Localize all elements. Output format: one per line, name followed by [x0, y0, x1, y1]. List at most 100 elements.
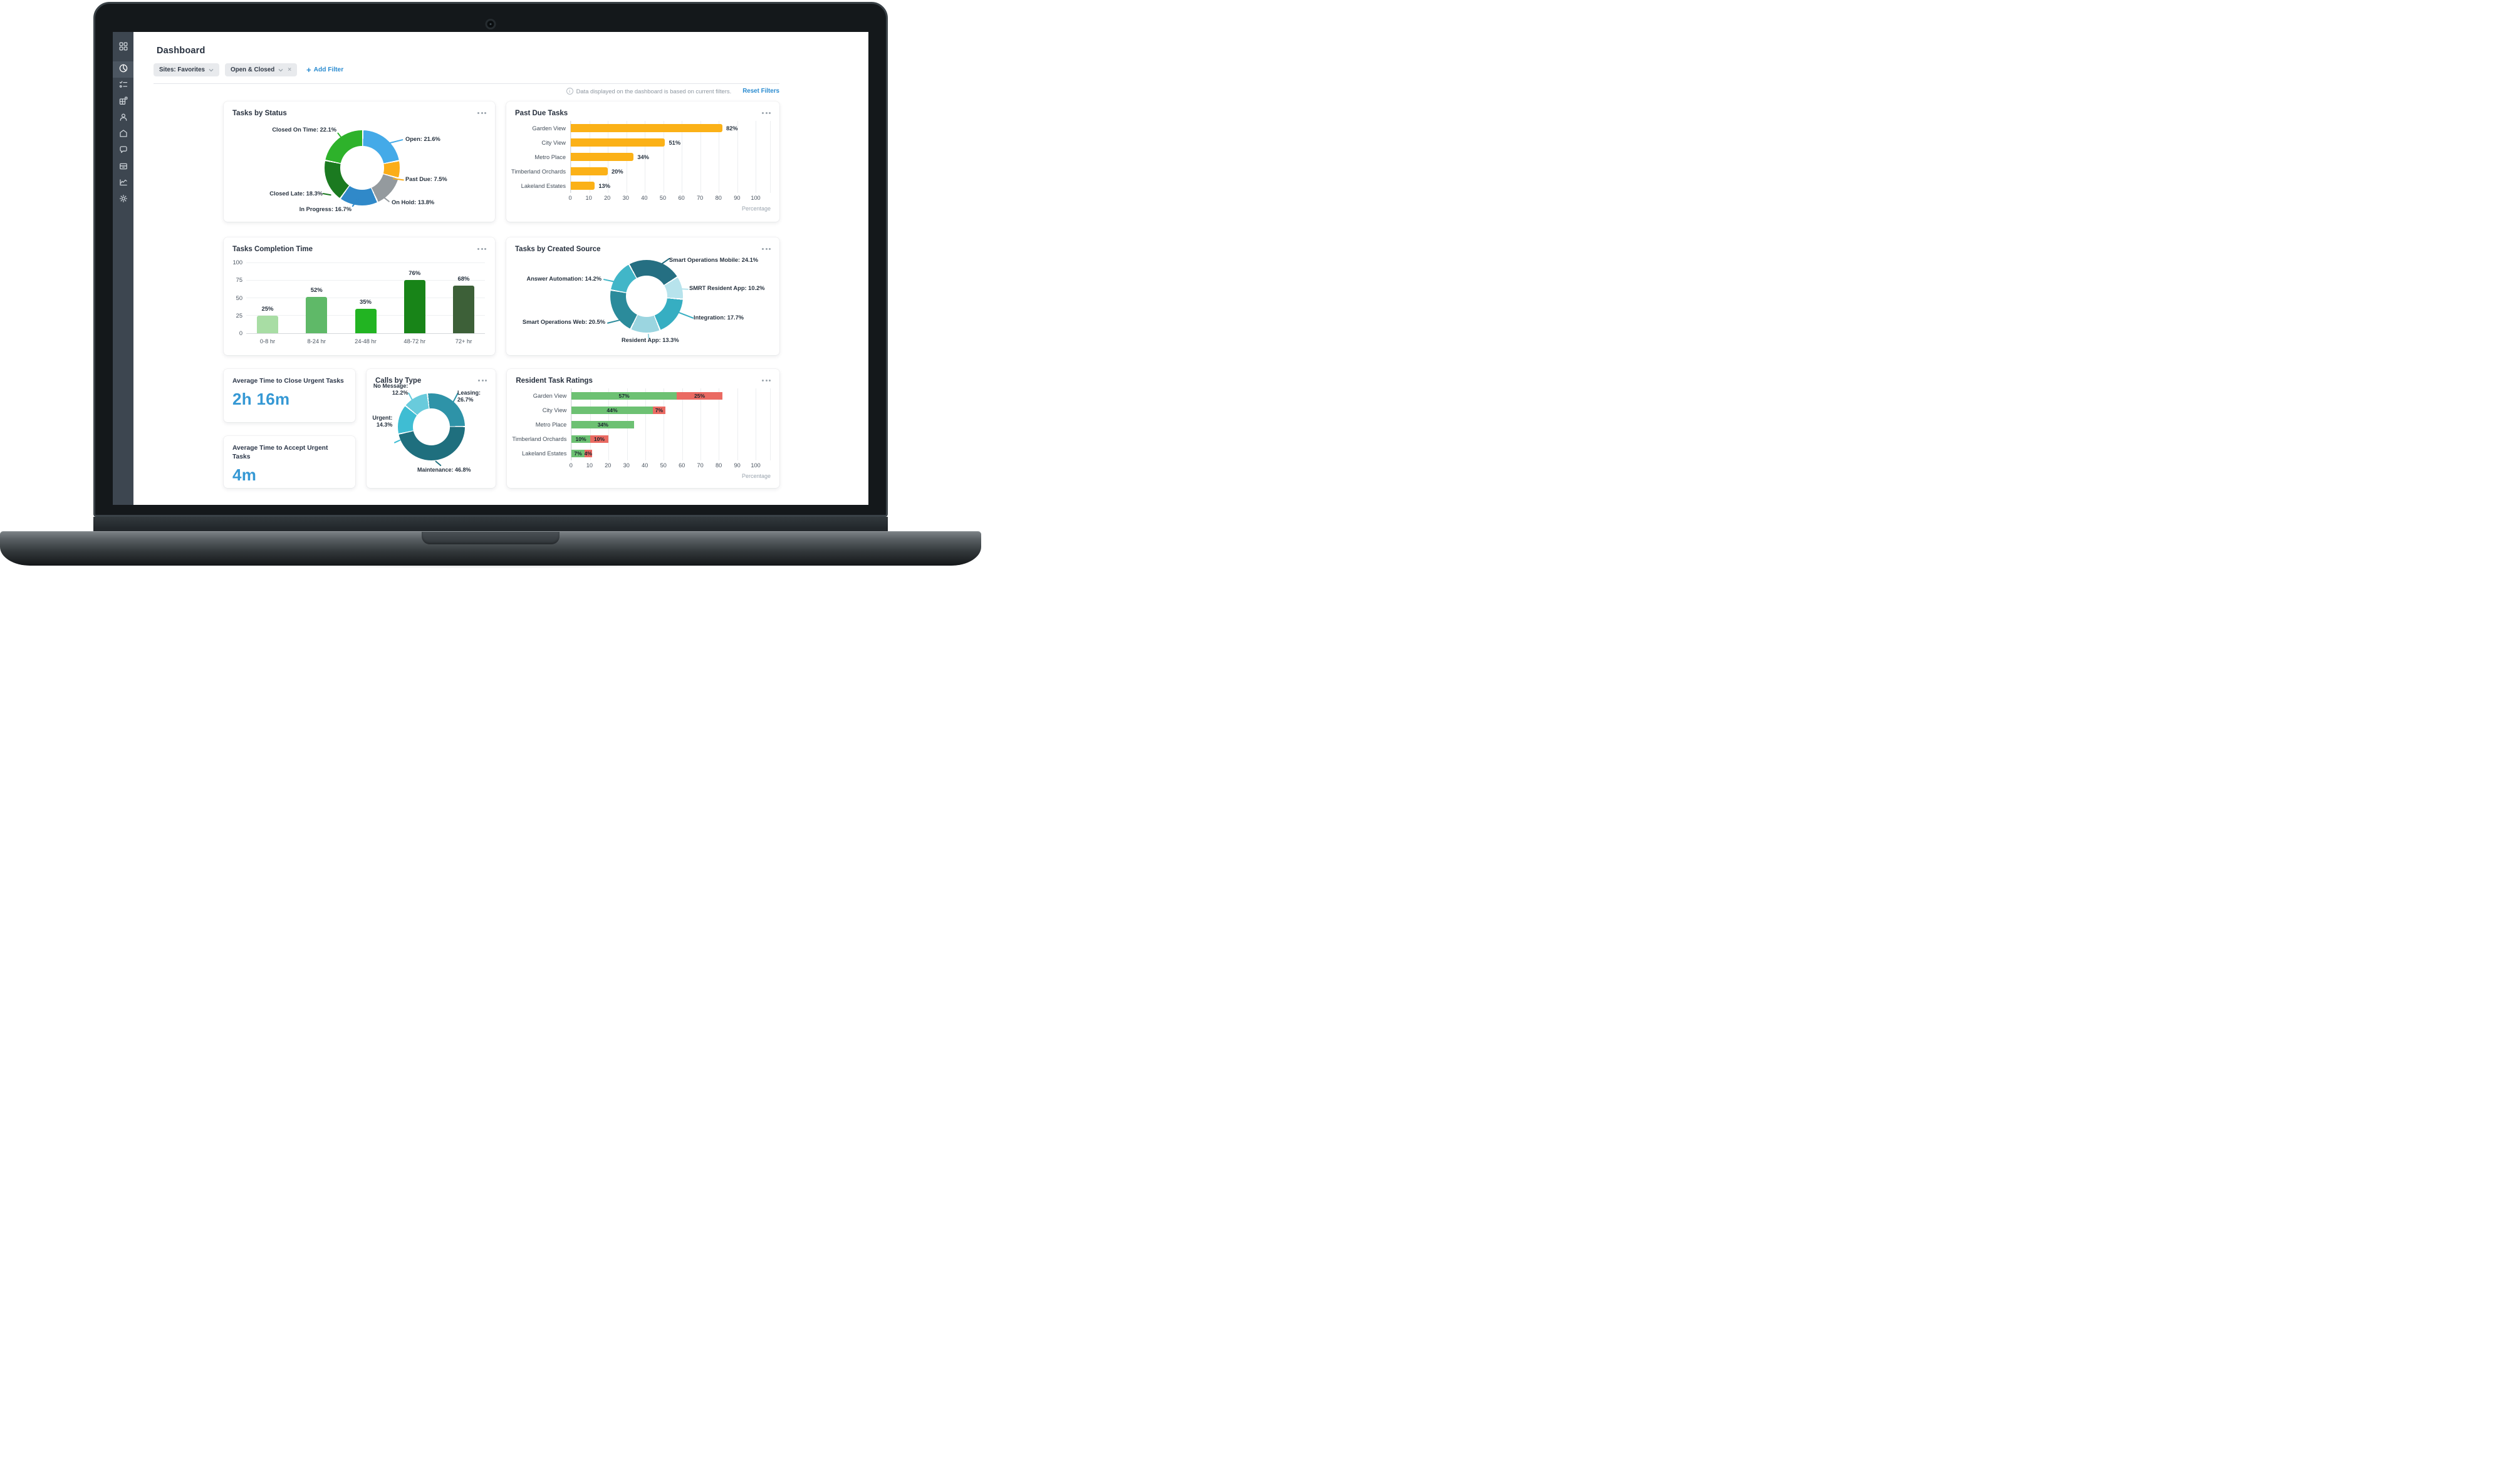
add-filter-button[interactable]: + Add Filter	[306, 66, 343, 74]
filter-chip-label: Open & Closed	[230, 66, 275, 73]
tick-label: 60	[679, 462, 685, 469]
bar-row: 34%	[571, 150, 771, 164]
sidebar-item-properties[interactable]	[113, 127, 133, 143]
close-icon[interactable]: ×	[288, 66, 292, 73]
slice-label: Resident App: 13.3%	[622, 337, 679, 343]
reset-filters-button[interactable]: Reset Filters	[742, 88, 779, 95]
sidebar-item-units[interactable]	[113, 94, 133, 110]
filter-chip-status[interactable]: Open & Closed ×	[224, 63, 298, 76]
bar-value: 82%	[726, 125, 738, 132]
segment-value: 57%	[618, 392, 630, 399]
bar-group: 76%	[402, 263, 427, 333]
card-menu-button[interactable]	[477, 110, 486, 117]
filter-chip-sites[interactable]: Sites: Favorites	[154, 63, 219, 76]
slice-label: In Progress: 16.7%	[299, 206, 351, 212]
card-title: Resident Task Ratings	[516, 377, 593, 385]
bar-row: 20%	[571, 164, 771, 179]
slice-label: Integration: 17.7%	[694, 314, 744, 321]
bar-value: 13%	[598, 182, 610, 189]
row-label: Timberland Orchards	[512, 435, 567, 442]
bar	[453, 285, 474, 333]
stat-title: Average Time to Accept Urgent Tasks	[232, 445, 328, 460]
slice-label: Closed On Time: 22.1%	[272, 127, 336, 133]
stat-value: 4m	[232, 465, 257, 484]
x-axis-ticks: 0 10 20 30 40 50 60 70 80 90 100	[570, 462, 771, 470]
card-past-due-tasks: Past Due Tasks Garden View City View Metro…	[506, 101, 779, 222]
card-resident-task-ratings: Resident Task Ratings Garden View City Vi…	[507, 369, 779, 488]
row-label: Metro Place	[535, 421, 567, 428]
donut-chart	[398, 393, 465, 460]
sidebar-item-apps[interactable]	[113, 39, 133, 56]
row-label: City View	[542, 407, 567, 413]
card-avg-time-close-urgent: Average Time to Close Urgent Tasks 2h 16…	[224, 369, 355, 422]
card-tasks-by-status: Tasks by Status Op	[224, 101, 495, 222]
card-menu-button[interactable]	[762, 377, 771, 384]
axis-label: Percentage	[741, 473, 771, 479]
line-chart-icon	[119, 178, 128, 190]
page: Dashboard Sites: Favorites Open & Closed…	[0, 0, 981, 571]
donut-hole	[625, 275, 668, 318]
sidebar-item-tasks[interactable]	[113, 78, 133, 94]
sidebar-item-messages[interactable]	[113, 143, 133, 159]
card-menu-button[interactable]	[762, 246, 771, 252]
leader-line	[393, 439, 401, 443]
chevron-down-icon[interactable]	[209, 68, 214, 72]
bar-group: 68%	[451, 263, 476, 333]
card-menu-button[interactable]	[762, 110, 771, 117]
sidebar-item-residents[interactable]	[113, 110, 133, 127]
bar-value: 20%	[612, 168, 623, 175]
filter-chip-label: Sites: Favorites	[159, 66, 205, 73]
laptop-hinge	[93, 517, 888, 531]
card-menu-button[interactable]	[477, 246, 486, 252]
category-label: 8-24 hr	[307, 338, 326, 345]
sidebar-item-analytics[interactable]	[113, 61, 133, 78]
slice-label: Closed Late: 18.3%	[269, 190, 323, 197]
bar-row: 34%	[571, 417, 771, 432]
tick-label: 40	[642, 462, 648, 469]
page-title: Dashboard	[157, 46, 206, 56]
grid-line	[700, 388, 702, 460]
axis-label: Percentage	[741, 205, 771, 212]
slice-label: Past Due: 7.5%	[405, 176, 447, 182]
plot-column: 25% 52% 35% 76% 68% 0-8 hr 8-24 hr 24-48 hr 48-7…	[246, 253, 485, 345]
sidebar-item-archive[interactable]	[113, 159, 133, 175]
tick-label: 75	[236, 277, 242, 284]
plot-area: 57% 25% 44% 7% 34% 10% 10% 7% 4%	[571, 388, 771, 460]
category-labels: Garden View City View Metro Place Timberlan…	[511, 121, 570, 212]
grid-line	[737, 121, 738, 193]
chevron-down-icon[interactable]	[278, 68, 283, 72]
card-menu-button[interactable]	[478, 377, 487, 384]
grid-line	[246, 280, 485, 281]
grid-line	[770, 388, 771, 460]
bar	[306, 296, 328, 333]
sidebar-item-reports[interactable]	[113, 175, 133, 192]
grid-line	[770, 121, 771, 193]
bar-segment-negative: 7%	[652, 406, 666, 414]
bar-segment-positive: 44%	[571, 406, 653, 414]
notice-message-wrap: i Data displayed on the dashboard is bas…	[566, 88, 731, 95]
tick-label: 90	[734, 462, 741, 469]
bar	[571, 153, 634, 161]
slice-label: Urgent: 14.3%	[372, 415, 393, 428]
segment-value: 4%	[584, 450, 593, 457]
slice-label: Maintenance: 46.8%	[417, 467, 471, 473]
slice-label: Answer Automation: 14.2%	[526, 276, 601, 282]
card-tasks-completion-time: Tasks Completion Time 0 25 50 75 100 25% 52% 35…	[224, 237, 495, 355]
webcam-icon	[485, 19, 496, 29]
slice-label: On Hold: 13.8%	[392, 199, 435, 205]
bar	[571, 182, 595, 190]
bar-segment-negative: 4%	[584, 449, 593, 457]
bar	[355, 308, 377, 333]
grid-line	[737, 388, 738, 460]
tick-label: 70	[697, 195, 704, 201]
stacked-bar: 57% 25%	[571, 391, 771, 400]
laptop-notch	[422, 532, 560, 544]
x-axis-labels: 0-8 hr 8-24 hr 24-48 hr 48-72 hr 72+ hr	[246, 338, 485, 345]
stacked-bar: 44% 7%	[571, 406, 771, 414]
sidebar-item-settings[interactable]	[113, 192, 133, 208]
card-title: Tasks by Status	[232, 110, 287, 117]
tick-label: 50	[660, 462, 667, 469]
app-window: Dashboard Sites: Favorites Open & Closed…	[113, 32, 868, 505]
slice-label: SMRT Resident App: 10.2%	[689, 285, 765, 291]
tick-label: 60	[678, 195, 685, 201]
